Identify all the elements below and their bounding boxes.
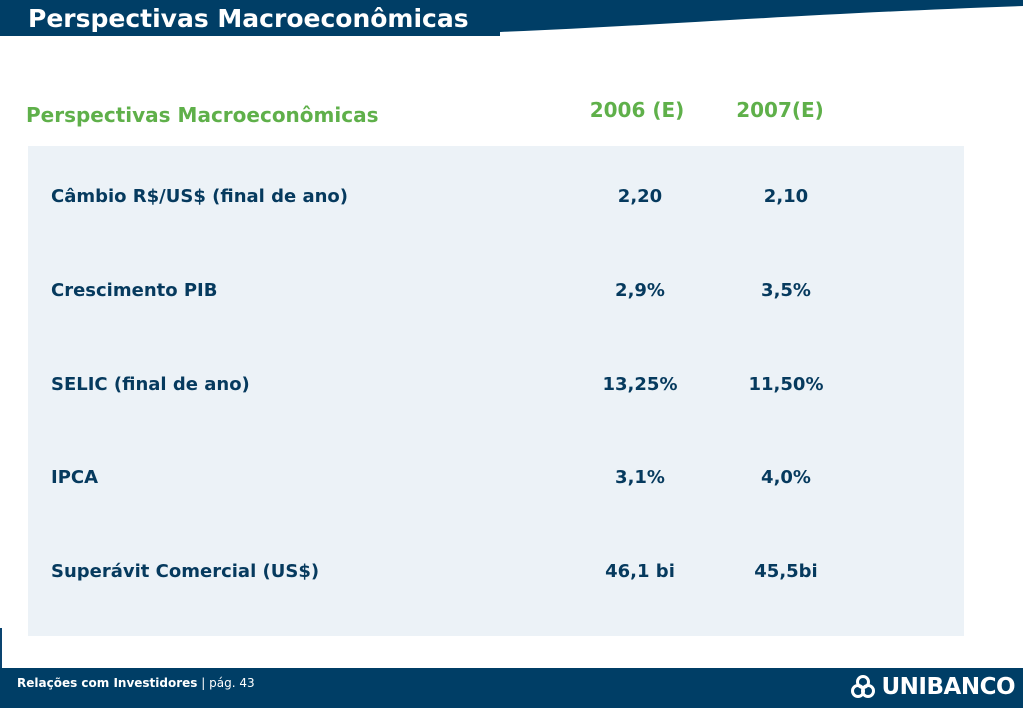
row-label: Câmbio R$/US$ (final de ano) — [51, 186, 349, 207]
value-2007: 11,50% — [748, 374, 824, 395]
value-2007: 3,5% — [761, 280, 811, 301]
table-row: Superávit Comercial (US$) 46,1 bi 45,5bi — [28, 558, 964, 586]
value-2007: 2,10 — [763, 186, 809, 207]
table-row: Crescimento PIB 2,9% 3,5% — [28, 277, 964, 305]
row-label: Superávit Comercial (US$) — [51, 561, 320, 582]
footer: Relações com Investidores | pág. 43 UNIB… — [0, 668, 1023, 708]
table-row: SELIC (final de ano) 13,25% 11,50% — [28, 371, 964, 399]
header-band — [0, 0, 1023, 36]
logo-text: UNIBANCO — [881, 674, 1016, 700]
row-label: IPCA — [51, 467, 99, 488]
value-2006: 2,9% — [615, 280, 665, 301]
row-label: SELIC (final de ano) — [51, 374, 250, 395]
left-edge-line — [0, 628, 2, 670]
section-title: Perspectivas Macroeconômicas — [26, 103, 379, 127]
table-row: IPCA 3,1% 4,0% — [28, 464, 964, 492]
value-2007: 45,5bi — [754, 561, 818, 582]
column-header-2007: 2007(E) — [736, 98, 824, 122]
indicators-table: Câmbio R$/US$ (final de ano) 2,20 2,10 C… — [28, 146, 964, 636]
unibanco-knot-icon — [850, 675, 875, 698]
value-2006: 13,25% — [602, 374, 678, 395]
footer-text: Relações com Investidores | pág. 43 — [17, 676, 255, 690]
value-2006: 3,1% — [615, 467, 665, 488]
value-2006: 2,20 — [617, 186, 663, 207]
value-2007: 4,0% — [761, 467, 811, 488]
value-2006: 46,1 bi — [605, 561, 675, 582]
page-number: pág. 43 — [209, 676, 255, 690]
page-title: Perspectivas Macroeconômicas — [28, 4, 469, 33]
column-header-2006: 2006 (E) — [589, 98, 685, 122]
footer-separator: | — [201, 676, 206, 690]
table-row: Câmbio R$/US$ (final de ano) 2,20 2,10 — [28, 183, 964, 211]
unibanco-logo: UNIBANCO — [850, 673, 1016, 701]
footer-label: Relações com Investidores — [17, 676, 198, 690]
row-label: Crescimento PIB — [51, 280, 218, 301]
